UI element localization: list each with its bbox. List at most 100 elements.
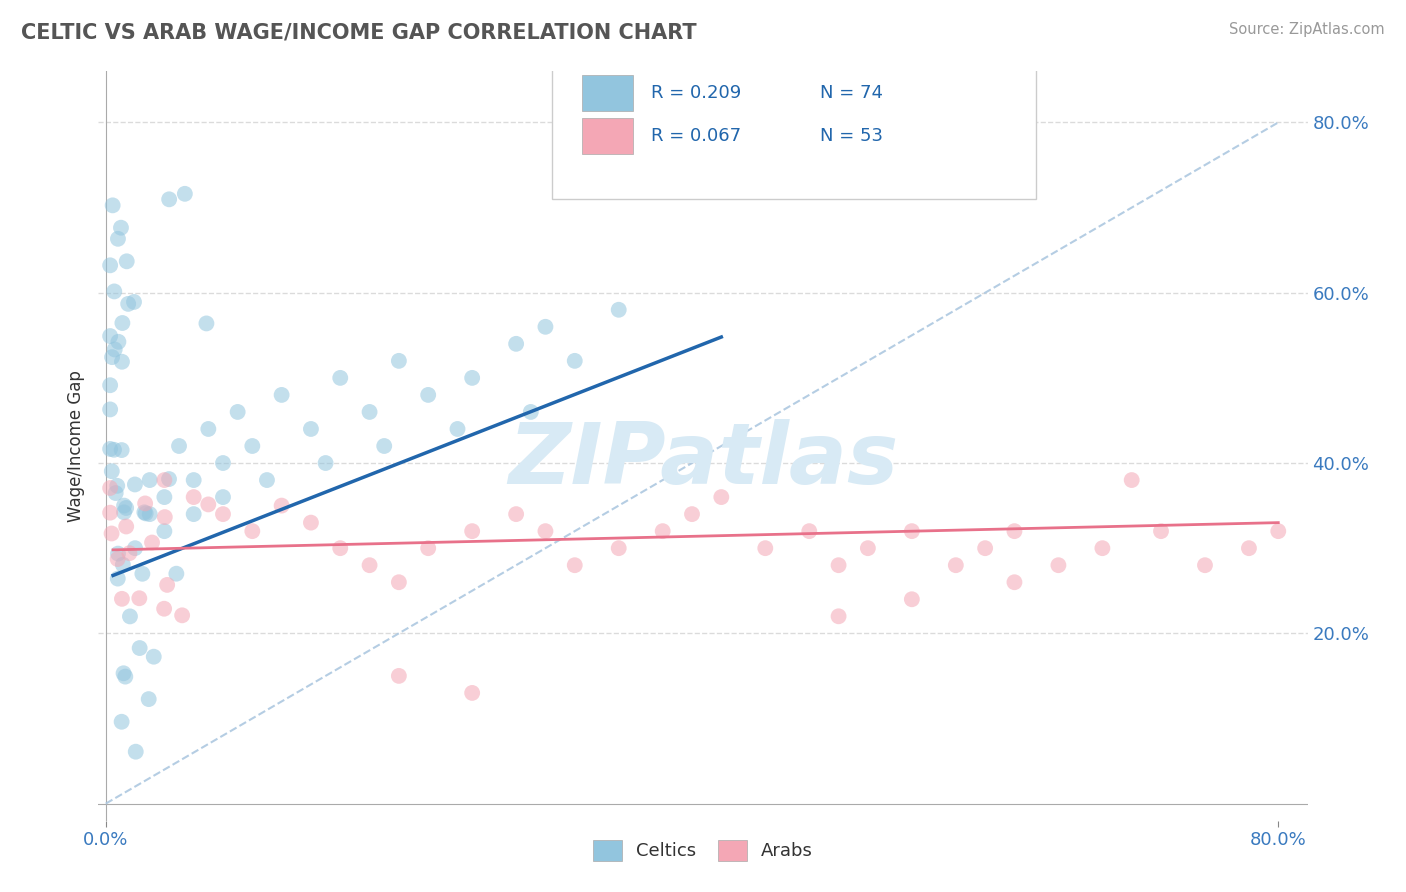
Point	[124, 541, 146, 556]
Point	[240, 439, 263, 453]
Point	[107, 572, 129, 586]
FancyBboxPatch shape	[582, 118, 633, 153]
Point	[901, 592, 924, 607]
Point	[197, 422, 219, 436]
Point	[564, 558, 586, 573]
Point	[112, 505, 135, 519]
Point	[138, 507, 160, 521]
FancyBboxPatch shape	[582, 75, 633, 112]
FancyBboxPatch shape	[551, 68, 1035, 199]
Point	[534, 319, 557, 334]
Point	[117, 297, 139, 311]
Point	[124, 477, 146, 491]
Legend: Celtics, Arabs: Celtics, Arabs	[586, 832, 820, 868]
Point	[114, 670, 136, 684]
Point	[134, 496, 156, 510]
Text: N = 53: N = 53	[820, 127, 883, 145]
Point	[107, 232, 129, 246]
Point	[418, 541, 440, 556]
Point	[157, 472, 180, 486]
Point	[141, 535, 163, 549]
Point	[388, 669, 411, 683]
Point	[359, 558, 381, 573]
Text: R = 0.209: R = 0.209	[651, 84, 741, 102]
Point	[388, 575, 411, 590]
Point	[173, 186, 195, 201]
Point	[1267, 524, 1289, 538]
Point	[183, 490, 205, 504]
Point	[240, 524, 263, 538]
Point	[901, 524, 924, 538]
Point	[115, 500, 138, 515]
Point	[101, 198, 124, 212]
Point	[98, 481, 121, 495]
Point	[1150, 524, 1173, 538]
Point	[98, 329, 121, 343]
Point	[111, 316, 134, 330]
Point	[1121, 473, 1143, 487]
Point	[197, 497, 219, 511]
Point	[156, 578, 179, 592]
Point	[183, 507, 205, 521]
Point	[974, 541, 997, 556]
Point	[945, 558, 967, 573]
Y-axis label: Wage/Income Gap: Wage/Income Gap	[67, 370, 86, 522]
Point	[373, 439, 395, 453]
Point	[107, 552, 129, 566]
Point	[104, 486, 127, 500]
Point	[111, 355, 134, 369]
Point	[112, 499, 135, 513]
Point	[270, 499, 292, 513]
Point	[754, 541, 776, 556]
Text: Source: ZipAtlas.com: Source: ZipAtlas.com	[1229, 22, 1385, 37]
Point	[446, 422, 468, 436]
Point	[461, 524, 484, 538]
Point	[122, 295, 145, 310]
Point	[505, 336, 527, 351]
Point	[1194, 558, 1216, 573]
Point	[505, 507, 527, 521]
Point	[138, 692, 160, 706]
Point	[135, 507, 157, 521]
Point	[183, 473, 205, 487]
Point	[212, 507, 235, 521]
Point	[710, 490, 733, 504]
Point	[157, 192, 180, 206]
Point	[153, 510, 176, 524]
Point	[299, 422, 322, 436]
Point	[681, 507, 703, 521]
Point	[128, 641, 150, 656]
Point	[520, 405, 543, 419]
Point	[461, 686, 484, 700]
Point	[98, 506, 121, 520]
Point	[101, 464, 124, 478]
Point	[359, 405, 381, 419]
Point	[111, 591, 134, 606]
Point	[103, 285, 125, 299]
Point	[212, 456, 235, 470]
Point	[1004, 575, 1026, 590]
Text: CELTIC VS ARAB WAGE/INCOME GAP CORRELATION CHART: CELTIC VS ARAB WAGE/INCOME GAP CORRELATI…	[21, 22, 697, 42]
Point	[98, 258, 121, 272]
Point	[101, 350, 124, 364]
Point	[1047, 558, 1070, 573]
Point	[329, 541, 352, 556]
Point	[607, 541, 630, 556]
Point	[212, 490, 235, 504]
Point	[651, 524, 673, 538]
Point	[315, 456, 337, 470]
Point	[128, 591, 150, 606]
Point	[153, 473, 176, 487]
Point	[856, 541, 879, 556]
Point	[134, 505, 156, 519]
Point	[153, 601, 176, 615]
Point	[153, 490, 176, 504]
Point	[1091, 541, 1114, 556]
Text: N = 74: N = 74	[820, 84, 883, 102]
Point	[104, 343, 127, 357]
Point	[564, 354, 586, 368]
Point	[799, 524, 821, 538]
Point	[98, 402, 121, 417]
Point	[299, 516, 322, 530]
Point	[105, 479, 128, 493]
